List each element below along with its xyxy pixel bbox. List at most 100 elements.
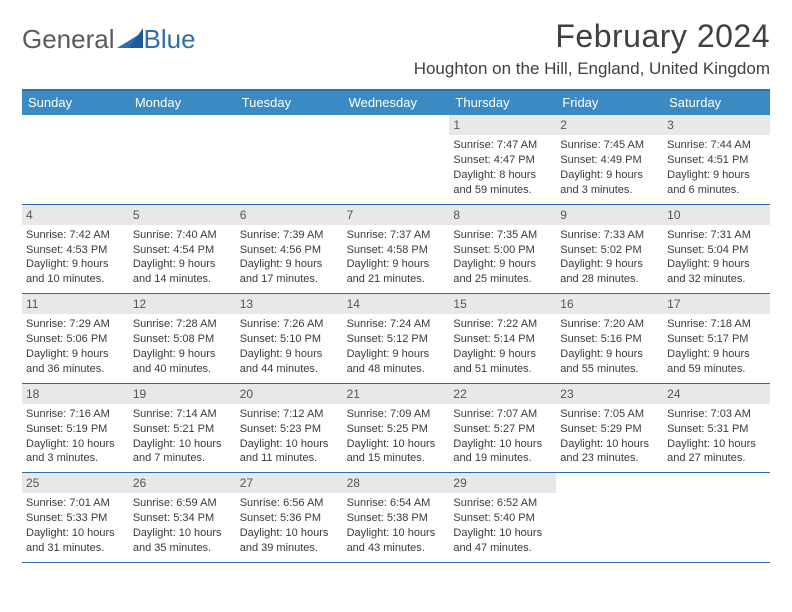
- day-cell: [236, 115, 343, 204]
- sunset-text: Sunset: 5:19 PM: [26, 422, 125, 437]
- day-cell: 14 Sunrise: 7:24 AMSunset: 5:12 PMDayligh…: [343, 294, 450, 383]
- day-number: 9: [556, 205, 663, 225]
- day-cell: [556, 473, 663, 562]
- sunrise-text: Sunrise: 7:12 AM: [240, 407, 339, 422]
- sunset-text: Sunset: 5:12 PM: [347, 332, 446, 347]
- day-cell: 25Sunrise: 7:01 AMSunset: 5:33 PMDayligh…: [22, 473, 129, 562]
- day-cell: 22Sunrise: 7:07 AMSunset: 5:27 PMDayligh…: [449, 384, 556, 473]
- day-cell: 23Sunrise: 7:05 AMSunset: 5:29 PMDayligh…: [556, 384, 663, 473]
- daylight-text: Daylight: 10 hours and 23 minutes.: [560, 437, 659, 467]
- sunrise-text: Sunrise: 7:31 AM: [667, 228, 766, 243]
- day-cell: 5Sunrise: 7:40 AMSunset: 4:54 PMDaylight…: [129, 205, 236, 294]
- sunset-text: Sunset: 4:56 PM: [240, 243, 339, 258]
- day-cell: 17Sunrise: 7:18 AMSunset: 5:17 PMDayligh…: [663, 294, 770, 383]
- day-cell: 12Sunrise: 7:28 AMSunset: 5:08 PMDayligh…: [129, 294, 236, 383]
- day-number: 1: [449, 115, 556, 135]
- day-number: 27: [236, 473, 343, 493]
- day-cell: 3Sunrise: 7:44 AMSunset: 4:51 PMDaylight…: [663, 115, 770, 204]
- daylight-text: Daylight: 9 hours and 36 minutes.: [26, 347, 125, 377]
- day-number: 8: [449, 205, 556, 225]
- sunset-text: Sunset: 4:53 PM: [26, 243, 125, 258]
- sunset-text: Sunset: 5:40 PM: [453, 511, 552, 526]
- daylight-text: Daylight: 10 hours and 47 minutes.: [453, 526, 552, 556]
- day-cell: 15Sunrise: 7:22 AMSunset: 5:14 PMDayligh…: [449, 294, 556, 383]
- sunset-text: Sunset: 5:38 PM: [347, 511, 446, 526]
- day-number: 16: [556, 294, 663, 314]
- day-cell: 27Sunrise: 6:56 AMSunset: 5:36 PMDayligh…: [236, 473, 343, 562]
- daylight-text: Daylight: 9 hours and 17 minutes.: [240, 257, 339, 287]
- week-row: 4Sunrise: 7:42 AMSunset: 4:53 PMDaylight…: [22, 205, 770, 295]
- day-cell: [129, 115, 236, 204]
- sunrise-text: Sunrise: 6:59 AM: [133, 496, 232, 511]
- sunrise-text: Sunrise: 7:09 AM: [347, 407, 446, 422]
- daylight-text: Daylight: 9 hours and 14 minutes.: [133, 257, 232, 287]
- day-cell: 18Sunrise: 7:16 AMSunset: 5:19 PMDayligh…: [22, 384, 129, 473]
- sunrise-text: Sunrise: 7:45 AM: [560, 138, 659, 153]
- sunset-text: Sunset: 5:27 PM: [453, 422, 552, 437]
- sunset-text: Sunset: 4:49 PM: [560, 153, 659, 168]
- week-row: 11Sunrise: 7:29 AMSunset: 5:06 PMDayligh…: [22, 294, 770, 384]
- week-row: 18Sunrise: 7:16 AMSunset: 5:19 PMDayligh…: [22, 384, 770, 474]
- day-cell: [663, 473, 770, 562]
- day-cell: 1Sunrise: 7:47 AMSunset: 4:47 PMDaylight…: [449, 115, 556, 204]
- sunrise-text: Sunrise: 7:44 AM: [667, 138, 766, 153]
- calendar: Sunday Monday Tuesday Wednesday Thursday…: [22, 89, 770, 563]
- day-cell: 28Sunrise: 6:54 AMSunset: 5:38 PMDayligh…: [343, 473, 450, 562]
- sunrise-text: Sunrise: 6:52 AM: [453, 496, 552, 511]
- day-number: 10: [663, 205, 770, 225]
- weekday-wednesday: Wednesday: [343, 91, 450, 115]
- day-number: 29: [449, 473, 556, 493]
- daylight-text: Daylight: 10 hours and 31 minutes.: [26, 526, 125, 556]
- day-number: 4: [22, 205, 129, 225]
- day-number: 19: [129, 384, 236, 404]
- sunrise-text: Sunrise: 7:16 AM: [26, 407, 125, 422]
- weekday-tuesday: Tuesday: [236, 91, 343, 115]
- day-number: 26: [129, 473, 236, 493]
- day-cell: 10Sunrise: 7:31 AMSunset: 5:04 PMDayligh…: [663, 205, 770, 294]
- month-title: February 2024: [414, 18, 770, 55]
- sunrise-text: Sunrise: 7:01 AM: [26, 496, 125, 511]
- day-number: 24: [663, 384, 770, 404]
- sunrise-text: Sunrise: 7:22 AM: [453, 317, 552, 332]
- sunset-text: Sunset: 5:34 PM: [133, 511, 232, 526]
- sunrise-text: Sunrise: 7:39 AM: [240, 228, 339, 243]
- daylight-text: Daylight: 8 hours and 59 minutes.: [453, 168, 552, 198]
- sunset-text: Sunset: 5:31 PM: [667, 422, 766, 437]
- day-number: 3: [663, 115, 770, 135]
- sunrise-text: Sunrise: 7:40 AM: [133, 228, 232, 243]
- day-number: 15: [449, 294, 556, 314]
- weekday-header: Sunday Monday Tuesday Wednesday Thursday…: [22, 91, 770, 115]
- sunset-text: Sunset: 5:25 PM: [347, 422, 446, 437]
- weekday-friday: Friday: [556, 91, 663, 115]
- day-number: 25: [22, 473, 129, 493]
- day-cell: 16Sunrise: 7:20 AMSunset: 5:16 PMDayligh…: [556, 294, 663, 383]
- day-number: 7: [343, 205, 450, 225]
- sunset-text: Sunset: 4:51 PM: [667, 153, 766, 168]
- brand-part2: Blue: [144, 24, 196, 55]
- day-cell: 8Sunrise: 7:35 AMSunset: 5:00 PMDaylight…: [449, 205, 556, 294]
- daylight-text: Daylight: 9 hours and 55 minutes.: [560, 347, 659, 377]
- day-number: 21: [343, 384, 450, 404]
- sunset-text: Sunset: 5:17 PM: [667, 332, 766, 347]
- day-number: 28: [343, 473, 450, 493]
- daylight-text: Daylight: 9 hours and 21 minutes.: [347, 257, 446, 287]
- sunrise-text: Sunrise: 7:24 AM: [347, 317, 446, 332]
- daylight-text: Daylight: 10 hours and 35 minutes.: [133, 526, 232, 556]
- day-cell: 9Sunrise: 7:33 AMSunset: 5:02 PMDaylight…: [556, 205, 663, 294]
- title-block: February 2024 Houghton on the Hill, Engl…: [414, 18, 770, 79]
- daylight-text: Daylight: 9 hours and 32 minutes.: [667, 257, 766, 287]
- day-number: 20: [236, 384, 343, 404]
- daylight-text: Daylight: 9 hours and 48 minutes.: [347, 347, 446, 377]
- sunrise-text: Sunrise: 7:07 AM: [453, 407, 552, 422]
- sunrise-text: Sunrise: 7:20 AM: [560, 317, 659, 332]
- daylight-text: Daylight: 9 hours and 59 minutes.: [667, 347, 766, 377]
- daylight-text: Daylight: 10 hours and 7 minutes.: [133, 437, 232, 467]
- day-cell: 6Sunrise: 7:39 AMSunset: 4:56 PMDaylight…: [236, 205, 343, 294]
- sunrise-text: Sunrise: 7:35 AM: [453, 228, 552, 243]
- week-row: 1Sunrise: 7:47 AMSunset: 4:47 PMDaylight…: [22, 115, 770, 205]
- day-number: 14: [343, 294, 450, 314]
- sunset-text: Sunset: 5:14 PM: [453, 332, 552, 347]
- day-cell: 26 Sunrise: 6:59 AMSunset: 5:34 PMDayligh…: [129, 473, 236, 562]
- location: Houghton on the Hill, England, United Ki…: [414, 59, 770, 79]
- week-row: 25Sunrise: 7:01 AMSunset: 5:33 PMDayligh…: [22, 473, 770, 563]
